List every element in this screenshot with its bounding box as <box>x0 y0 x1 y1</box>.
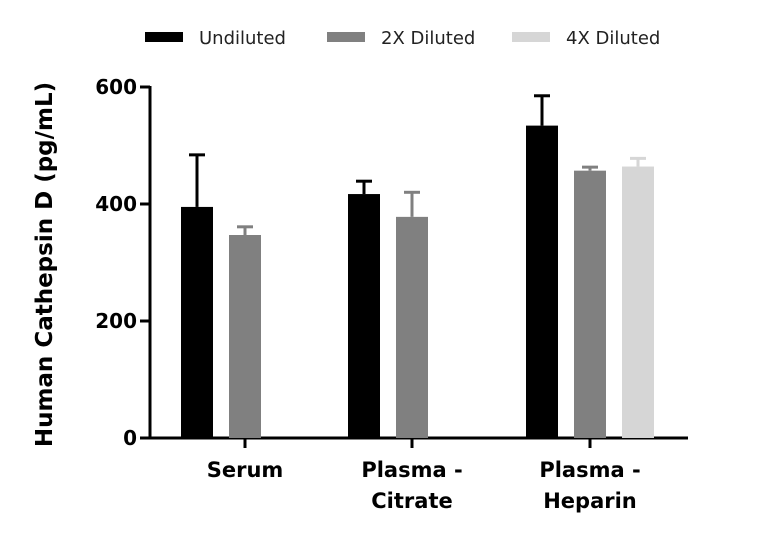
bars <box>181 125 654 439</box>
legend-label-0: Undiluted <box>199 28 286 49</box>
y-tick-label-0: 0 <box>123 426 137 450</box>
legend-item-0: Undiluted <box>145 28 286 49</box>
y-tick-label-3: 600 <box>95 75 137 99</box>
legend-swatch-0 <box>145 32 183 42</box>
error-bars <box>189 94 646 236</box>
legend-item-2: 4X Diluted <box>512 28 660 49</box>
x-axis-labels: Serum Plasma -Citrate Plasma -Heparin <box>207 458 641 513</box>
bar-2-1 <box>574 170 606 438</box>
x-tick-label-0: Serum <box>207 458 284 482</box>
bar-0-0 <box>181 206 213 438</box>
bar-1-1 <box>396 216 428 438</box>
legend-item-1: 2X Diluted <box>327 28 475 49</box>
bar-1-0 <box>348 194 380 438</box>
bar-2-2 <box>622 166 654 438</box>
bar-2-0 <box>526 125 558 439</box>
legend-swatch-1 <box>327 32 365 42</box>
y-axis-label-group: Human Cathepsin D (pg/mL) <box>32 82 58 447</box>
y-axis-label: Human Cathepsin D (pg/mL) <box>32 82 58 447</box>
x-tick-label-2: Plasma -Heparin <box>539 458 640 513</box>
legend-label-2: 4X Diluted <box>566 28 660 49</box>
x-tick-label-1: Plasma -Citrate <box>361 458 462 513</box>
y-tick-label-2: 400 <box>95 192 137 216</box>
legend-label-1: 2X Diluted <box>381 28 475 49</box>
legend-swatch-2 <box>512 32 550 42</box>
legend: Undiluted 2X Diluted 4X Diluted <box>145 28 660 49</box>
y-tick-label-1: 200 <box>95 309 137 333</box>
bar-0-1 <box>229 235 261 438</box>
